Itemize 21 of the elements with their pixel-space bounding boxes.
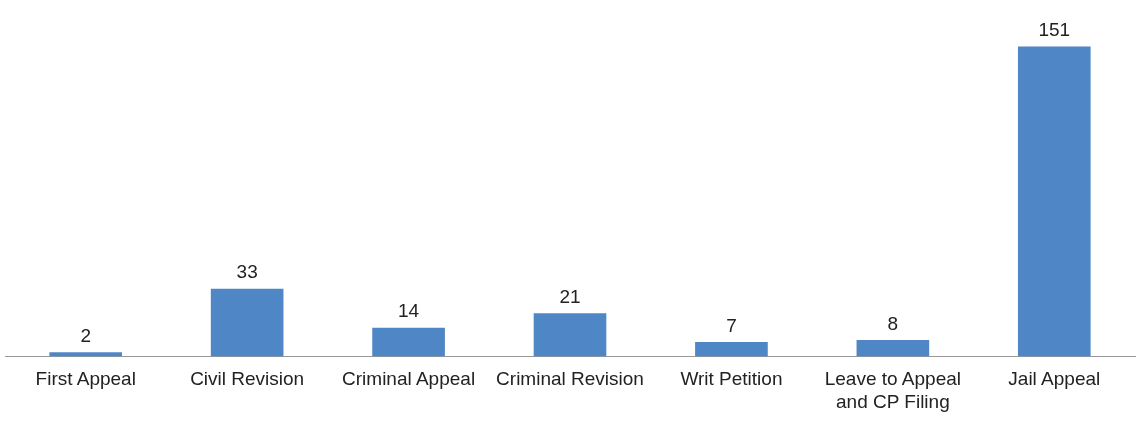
x-tick-label: Leave to Appeal and CP Filing [824, 368, 962, 412]
bar [49, 352, 123, 357]
x-tick-label: First Appeal [35, 368, 136, 390]
bar [372, 327, 445, 357]
x-tick-label: Criminal Revision [496, 368, 644, 390]
x-tick-label: Jail Appeal [1008, 368, 1101, 390]
x-tick-label: Civil Revision [190, 368, 305, 390]
bar [210, 288, 284, 357]
x-tick-label: Writ Petition [680, 368, 783, 390]
data-label: 8 [887, 312, 899, 334]
bar [695, 342, 768, 357]
data-label: 14 [398, 300, 420, 322]
data-label: 151 [1038, 19, 1071, 41]
data-label: 33 [236, 261, 258, 283]
data-label: 2 [80, 325, 91, 347]
bar [533, 313, 607, 357]
data-label: 7 [726, 314, 737, 336]
x-tick-label: Criminal Appeal [342, 368, 476, 390]
bar [1017, 46, 1091, 357]
data-label: 21 [559, 286, 581, 308]
bar [856, 339, 930, 357]
